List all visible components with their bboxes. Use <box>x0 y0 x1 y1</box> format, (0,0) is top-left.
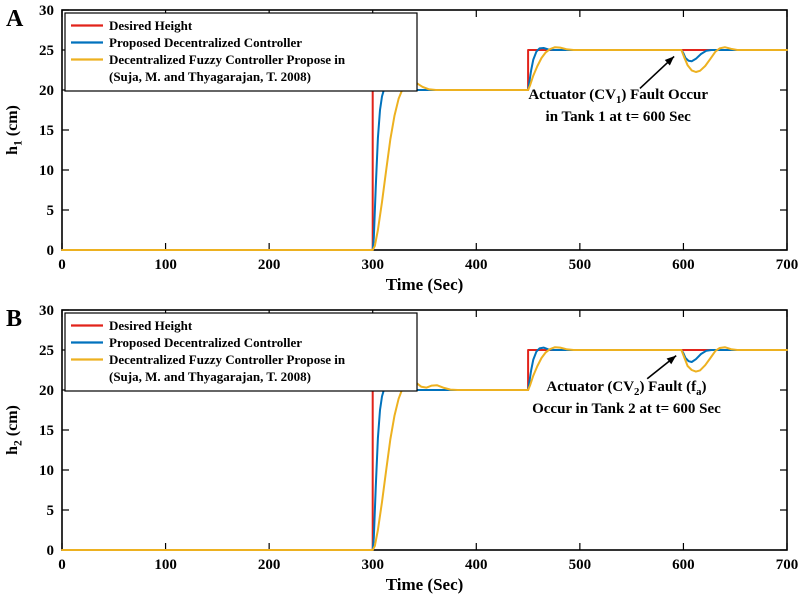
panel-label: B <box>6 306 22 332</box>
x-tick-label: 400 <box>465 257 488 273</box>
y-tick-label: 5 <box>47 203 55 219</box>
series-line-fuzzy <box>61 346 788 551</box>
series-line-proposed <box>61 47 788 251</box>
legend-box <box>64 12 418 92</box>
legend-label: Desired Height <box>109 18 193 33</box>
legend-label: (Suja, M. and Thyagarajan, T. 2008) <box>109 369 311 384</box>
legend-label: Desired Height <box>109 318 193 333</box>
x-tick-label: 200 <box>258 257 281 273</box>
legend-label: Proposed Decentralized Controller <box>109 335 302 350</box>
x-tick-label: 0 <box>58 257 66 273</box>
x-tick-label: 300 <box>361 257 384 273</box>
series-line-fuzzy <box>61 46 788 251</box>
annotation-text: in Tank 1 at t= 600 Sec <box>546 109 692 125</box>
y-tick-label: 20 <box>39 83 54 99</box>
x-tick-label: 0 <box>58 557 66 573</box>
y-tick-label: 25 <box>39 43 54 59</box>
y-tick-label: 25 <box>39 343 54 359</box>
x-tick-label: 700 <box>776 557 799 573</box>
y-tick-label: 10 <box>39 463 54 479</box>
y-tick-label: 30 <box>39 3 54 19</box>
y-tick-label: 5 <box>47 503 55 519</box>
legend-label: Proposed Decentralized Controller <box>109 35 302 50</box>
x-axis-label: Time (Sec) <box>386 275 464 294</box>
x-tick-label: 100 <box>154 257 177 273</box>
x-tick-label: 200 <box>258 557 281 573</box>
panel-label: A <box>6 6 24 32</box>
y-axis-label: h2 (cm) <box>4 405 24 455</box>
y-tick-label: 10 <box>39 163 54 179</box>
x-tick-label: 600 <box>672 257 695 273</box>
y-tick-label: 0 <box>47 243 55 259</box>
x-tick-label: 500 <box>569 557 592 573</box>
series-line-proposed <box>61 346 788 551</box>
legend-label: Decentralized Fuzzy Controller Propose i… <box>109 52 346 67</box>
chart-panel-b: 0 100 200 300 400 500 600 700 0 5 10 15 20 25 30 Time (… <box>4 303 799 594</box>
x-tick-label: 600 <box>672 557 695 573</box>
y-tick-label: 30 <box>39 303 54 319</box>
x-axis-label: Time (Sec) <box>386 575 464 594</box>
annotation-text: Occur in Tank 2 at t= 600 Sec <box>532 401 721 417</box>
annotation-text: Actuator (CV2) Fault (fa) <box>546 379 706 398</box>
x-tick-label: 100 <box>154 557 177 573</box>
y-axis-label: h1 (cm) <box>4 105 24 155</box>
annotation-arrow-head <box>666 355 677 365</box>
y-tick-label: 15 <box>39 123 54 139</box>
x-tick-label: 700 <box>776 257 799 273</box>
x-tick-label: 400 <box>465 557 488 573</box>
y-tick-label: 15 <box>39 423 54 439</box>
legend-label: (Suja, M. and Thyagarajan, T. 2008) <box>109 69 311 84</box>
y-tick-label: 20 <box>39 383 54 399</box>
x-tick-label: 300 <box>361 557 384 573</box>
legend-box <box>64 312 418 392</box>
y-tick-label: 0 <box>47 543 55 559</box>
annotation-text: Actuator (CV1) Fault Occur <box>528 87 708 106</box>
chart-panel-a: 0 100 200 300 400 500 600 700 0 5 10 15 20 25 30 Time (… <box>4 3 799 294</box>
annotation-arrow-head <box>664 56 675 66</box>
x-tick-label: 500 <box>569 257 592 273</box>
legend-label: Decentralized Fuzzy Controller Propose i… <box>109 352 346 367</box>
